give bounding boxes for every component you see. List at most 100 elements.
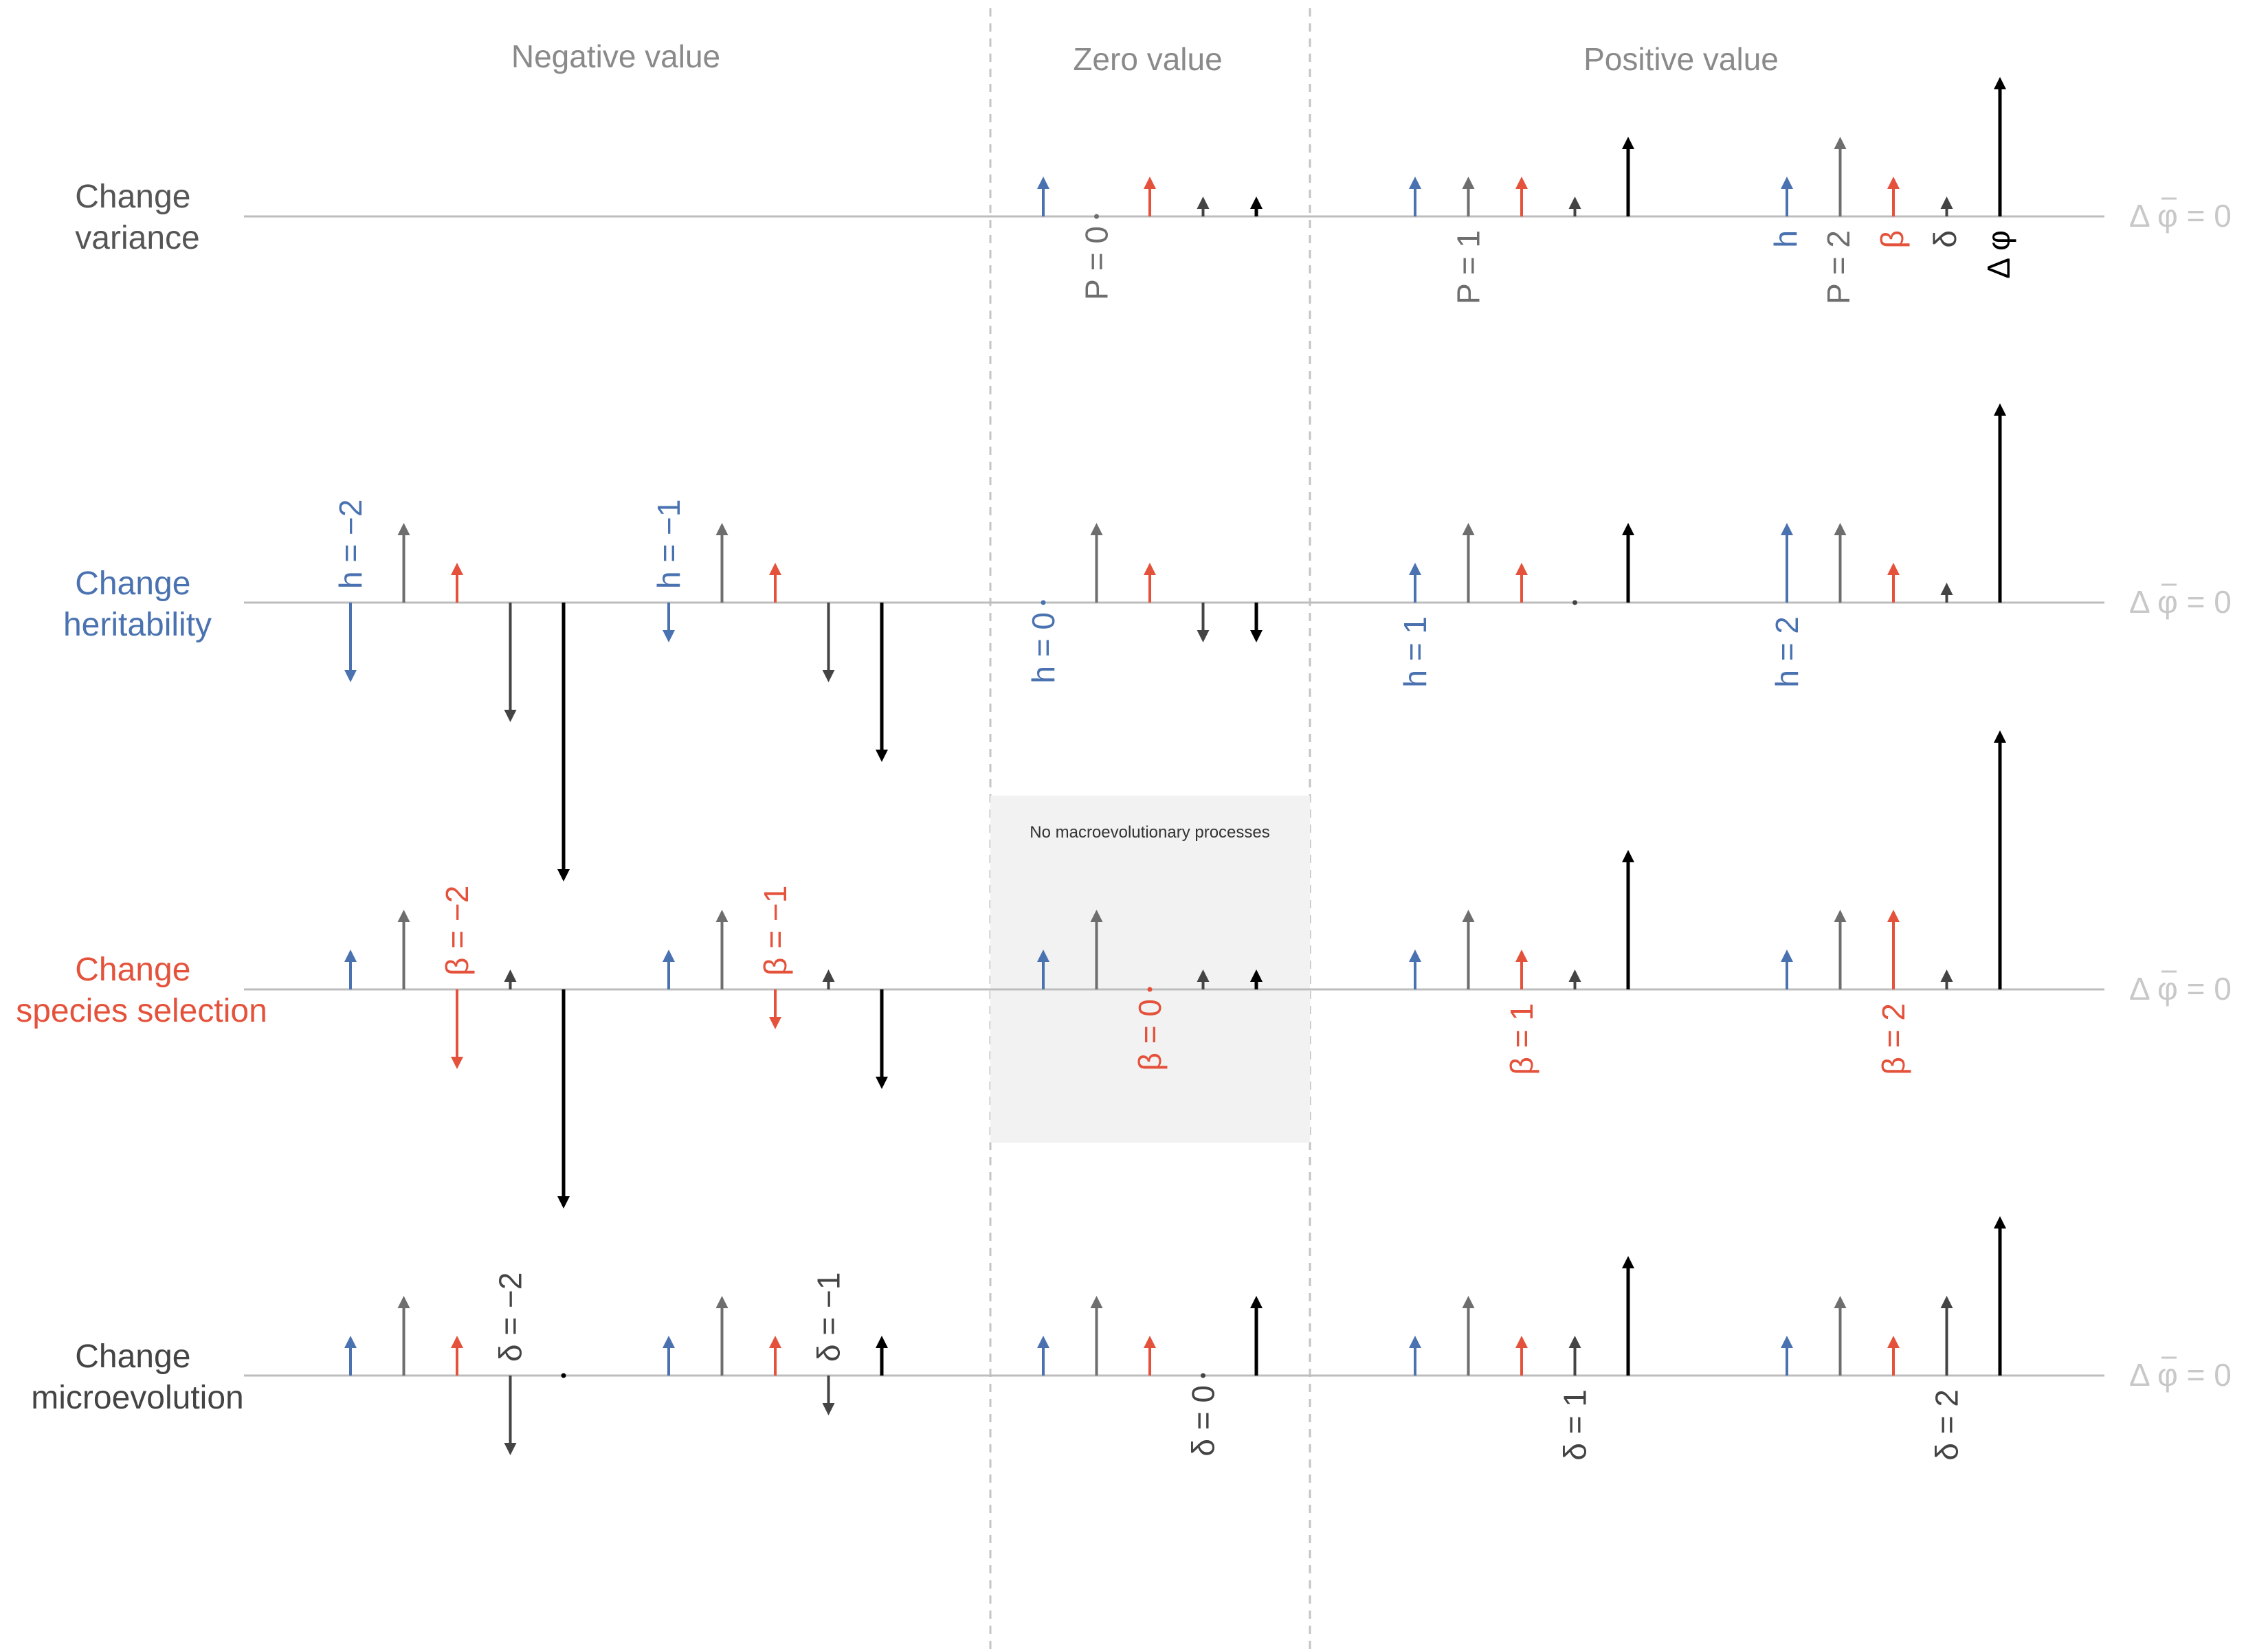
arrowhead-delta-phi bbox=[876, 1336, 888, 1348]
arrowhead-P bbox=[397, 523, 410, 535]
arrowhead-beta bbox=[769, 1017, 781, 1029]
arrow-group: δ = −2 bbox=[344, 1272, 566, 1455]
arrowhead-h bbox=[1781, 523, 1793, 535]
arrowhead-h bbox=[1037, 1336, 1049, 1348]
arrowhead-P bbox=[397, 1296, 410, 1308]
arrow-group: P = 1 bbox=[1409, 137, 1634, 304]
arrow-group: β = 0 bbox=[1037, 910, 1263, 1070]
arrowhead-beta bbox=[1515, 1336, 1528, 1348]
legend-delta-phi: Δ φ bbox=[1981, 230, 2016, 279]
arrow-group: δ = 1 bbox=[1409, 1256, 1634, 1461]
arrowhead-delta-phi bbox=[557, 1196, 570, 1209]
arrowhead-delta-phi bbox=[1250, 630, 1263, 642]
arrowhead-delta-phi bbox=[876, 1077, 888, 1089]
arrowhead-h bbox=[344, 1336, 357, 1348]
header-positive: Positive value bbox=[1583, 41, 1779, 77]
arrowhead-h bbox=[663, 950, 675, 962]
legend-h: h bbox=[1768, 230, 1803, 248]
zero-dot-h bbox=[1041, 600, 1046, 605]
arrowhead-delta-phi bbox=[1994, 403, 2006, 416]
arrow-group: h = −1 bbox=[651, 500, 888, 762]
arrowhead-delta-phi bbox=[876, 750, 888, 762]
arrowhead-P bbox=[1462, 910, 1475, 922]
arrowhead-h bbox=[1781, 1336, 1793, 1348]
arrowhead-beta bbox=[1887, 910, 1900, 922]
arrowhead-beta bbox=[1144, 1336, 1156, 1348]
arrowhead-delta bbox=[1197, 630, 1210, 642]
equation-text: Δ φ = 0 bbox=[2129, 584, 2232, 620]
equation-microevolution: Δ φ = 0 bbox=[2129, 1356, 2232, 1393]
param-label: β = 1 bbox=[1504, 1003, 1539, 1075]
zero-dot-P bbox=[1094, 214, 1099, 219]
arrow-group: h = −2 bbox=[333, 500, 570, 882]
param-label: h = 1 bbox=[1397, 616, 1433, 688]
param-label: P = 0 bbox=[1079, 226, 1115, 300]
arrowhead-beta bbox=[1144, 563, 1156, 575]
legend-P: P = 2 bbox=[1821, 230, 1856, 304]
arrow-group: β = −1 bbox=[663, 886, 888, 1089]
arrowhead-P bbox=[1090, 523, 1103, 535]
param-label: δ = 0 bbox=[1186, 1385, 1221, 1457]
arrowhead-delta-phi bbox=[1250, 197, 1263, 209]
param-label: h = −1 bbox=[651, 500, 687, 589]
arrowhead-h bbox=[1409, 563, 1421, 575]
row-label-species-selection: Change species selection bbox=[16, 952, 267, 1029]
param-label: δ = −2 bbox=[493, 1272, 529, 1362]
arrowhead-delta-phi bbox=[557, 869, 570, 882]
arrowhead-P bbox=[715, 523, 729, 535]
arrowhead-delta bbox=[1568, 1336, 1581, 1348]
row-label-variance: Change variance bbox=[75, 179, 199, 256]
param-label: δ = −1 bbox=[811, 1272, 847, 1362]
param-label: h = 2 bbox=[1769, 616, 1805, 688]
arrowhead-beta bbox=[1515, 563, 1528, 575]
arrowhead-P bbox=[1090, 910, 1103, 922]
arrowhead-h bbox=[1781, 177, 1793, 189]
param-label: β = −1 bbox=[757, 886, 793, 976]
arrowhead-h bbox=[1037, 950, 1049, 962]
arrowhead-delta-phi bbox=[1622, 850, 1634, 862]
arrowhead-delta bbox=[1568, 969, 1581, 982]
arrowhead-beta bbox=[451, 1057, 463, 1069]
arrowhead-h bbox=[1037, 177, 1049, 189]
row-label-microevolution: Change microevolution bbox=[31, 1338, 243, 1416]
arrowhead-h bbox=[344, 670, 357, 682]
zero-dot-delta bbox=[1201, 1373, 1205, 1378]
no-macroevolution-box bbox=[990, 796, 1310, 1143]
arrowhead-beta bbox=[451, 563, 463, 575]
arrowhead-P bbox=[1834, 523, 1847, 535]
arrowhead-delta-phi bbox=[1622, 137, 1634, 149]
arrowhead-delta bbox=[822, 969, 835, 982]
arrowhead-delta-phi bbox=[1250, 1296, 1263, 1308]
arrowhead-beta bbox=[1144, 177, 1156, 189]
zero-dot-beta bbox=[1147, 987, 1153, 992]
arrowhead-beta bbox=[1515, 177, 1528, 189]
legend-delta: δ bbox=[1927, 230, 1963, 248]
equation-heritability: Δ φ = 0 bbox=[2129, 583, 2232, 620]
arrows-layer: P = 0 P = 1 h = −2 h = −1 h = 0 h = 1 h = 2 β =… bbox=[333, 77, 2006, 1461]
arrowhead-delta bbox=[1568, 197, 1581, 209]
arrowhead-P bbox=[715, 1296, 729, 1308]
arrowhead-beta bbox=[1887, 177, 1900, 189]
arrowhead-delta bbox=[1940, 969, 1953, 982]
arrowhead-beta bbox=[1515, 950, 1528, 962]
header-negative: Negative value bbox=[511, 38, 720, 74]
arrowhead-delta bbox=[822, 1403, 835, 1415]
arrow-group: δ = −1 bbox=[663, 1272, 888, 1415]
arrow-group: β = 1 bbox=[1409, 850, 1634, 1075]
arrowhead-delta bbox=[1197, 969, 1210, 982]
arrowhead-h bbox=[1409, 1336, 1421, 1348]
arrow-group: h = 1 bbox=[1397, 523, 1634, 688]
arrowhead-delta bbox=[1940, 583, 1953, 595]
param-label: δ = 1 bbox=[1557, 1389, 1593, 1461]
arrowhead-delta bbox=[1940, 1296, 1953, 1308]
arrowhead-delta-phi bbox=[1994, 77, 2006, 89]
arrowhead-h bbox=[663, 630, 675, 642]
zero-dot-delta-phi bbox=[561, 1373, 566, 1378]
arrowhead-h bbox=[1409, 177, 1421, 189]
equation-text: Δ φ = 0 bbox=[2129, 1357, 2232, 1393]
row-label-heritability: Change heritability bbox=[63, 565, 212, 643]
param-label: β = 2 bbox=[1876, 1003, 1911, 1075]
arrowhead-delta bbox=[504, 1443, 517, 1455]
arrowhead-delta bbox=[1940, 197, 1953, 209]
